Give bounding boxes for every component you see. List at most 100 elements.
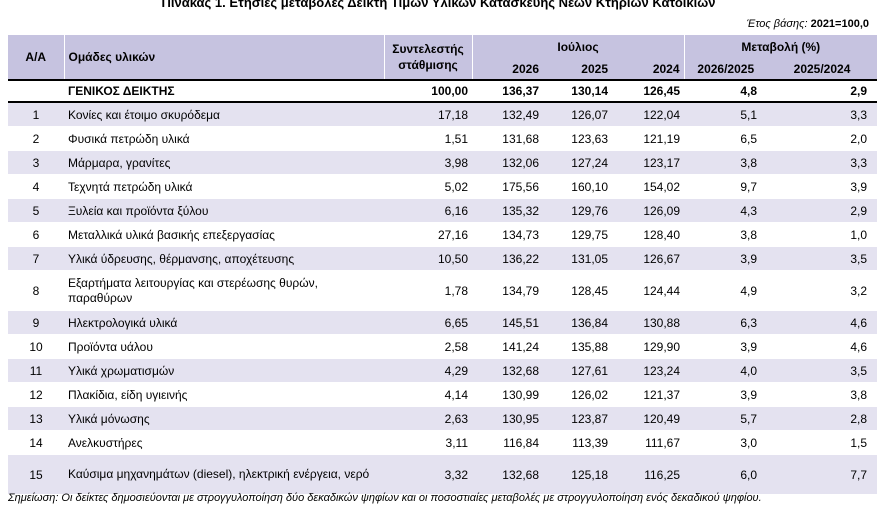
row-value-2026: 132,06 <box>472 150 543 175</box>
row-change-2025-2024: 4,6 <box>767 310 877 335</box>
header-weight-line1: Συντελεστής <box>392 42 464 56</box>
row-value-2024: 130,88 <box>612 310 685 335</box>
base-year-label: Έτος βάσης: <box>746 18 808 30</box>
table-row: 3 Μάρμαρα, γρανίτες 3,98 132,06 127,24 123,17… <box>8 150 877 175</box>
row-weight: 3,11 <box>384 430 472 455</box>
table-row: 10 Προϊόντα υάλου 2,58 141,24 135,88 129,90 3,… <box>8 334 877 359</box>
row-change-2026-2025: 4,3 <box>684 198 768 223</box>
footnote: Σημείωση: Οι δείκτες δημοσιεύονται με στ… <box>8 492 762 504</box>
row-change-2025-2024: 3,2 <box>767 270 877 311</box>
header-year-2025: 2025 <box>543 58 612 80</box>
row-value-2025: 131,05 <box>543 246 612 271</box>
row-change-2026-2025: 3,9 <box>684 246 768 271</box>
row-value-2025: 135,88 <box>543 334 612 359</box>
row-aa: 3 <box>8 150 64 175</box>
table-row: 13 Υλικά μόνωσης 2,63 130,95 123,87 120,49 5,7… <box>8 406 877 431</box>
row-name: Καύσιμα μηχανημάτων (diesel), ηλεκτρική … <box>64 454 384 495</box>
row-value-2026: 132,68 <box>472 358 543 383</box>
row-change-2026-2025: 3,0 <box>684 430 768 455</box>
row-change-2026-2025: 6,5 <box>684 126 768 151</box>
base-year: Έτος βάσης: 2021=100,0 <box>747 18 869 31</box>
row-value-2025: 129,76 <box>543 198 612 223</box>
row-value-2025: 125,18 <box>543 454 612 495</box>
row-weight: 2,58 <box>384 334 472 359</box>
row-value-2025: 123,87 <box>543 406 612 431</box>
row-value-2026: 136,22 <box>472 246 543 271</box>
row-name: Μάρμαρα, γρανίτες <box>64 150 384 175</box>
row-change-2026-2025: 5,1 <box>684 102 768 127</box>
row-name: Φυσικά πετρώδη υλικά <box>64 126 384 151</box>
row-value-2024: 128,40 <box>612 222 685 247</box>
row-change-2025-2024: 2,0 <box>767 126 877 151</box>
row-change-2026-2025: 6,0 <box>684 454 768 495</box>
row-change-2025-2024: 1,5 <box>767 430 877 455</box>
row-aa: 13 <box>8 406 64 431</box>
row-value-2025: 126,02 <box>543 382 612 407</box>
row-value-2026: 132,68 <box>472 454 543 495</box>
row-weight: 6,65 <box>384 310 472 335</box>
row-name: Υλικά μόνωσης <box>64 406 384 431</box>
row-change-2025-2024: 7,7 <box>767 454 877 495</box>
row-name: Μεταλλικά υλικά βασικής επεξεργασίας <box>64 222 384 247</box>
row-change-2025-2024: 4,6 <box>767 334 877 359</box>
row-value-2026: 131,68 <box>472 126 543 151</box>
table-row: 6 Μεταλλικά υλικά βασικής επεξεργασίας 27,… <box>8 222 877 247</box>
row-name: Προϊόντα υάλου <box>64 334 384 359</box>
header-year-2026: 2026 <box>472 58 543 80</box>
row-value-2025: 113,39 <box>543 430 612 455</box>
row-change-2026-2025: 3,8 <box>684 150 768 175</box>
table-title: Πίνακας 1. Ετήσιες μεταβολές Δείκτη Τιμώ… <box>161 0 716 10</box>
row-change-2026-2025: 9,7 <box>684 174 768 199</box>
header-july: Ιούλιος <box>472 35 685 58</box>
row-value-2026: 130,99 <box>472 382 543 407</box>
row-name: Υλικά χρωματισμών <box>64 358 384 383</box>
row-change-2025-2024: 2,9 <box>767 198 877 223</box>
total-aa <box>8 79 64 103</box>
row-name: Εξαρτήματα λειτουργίας και στερέωσης θυρ… <box>64 270 384 311</box>
row-value-2024: 120,49 <box>612 406 685 431</box>
index-table: Α/Α Ομάδες υλικών Συντελεστής στάθμισης … <box>8 35 877 495</box>
row-value-2024: 154,02 <box>612 174 685 199</box>
row-change-2025-2024: 3,5 <box>767 358 877 383</box>
row-value-2025: 160,10 <box>543 174 612 199</box>
row-aa: 11 <box>8 358 64 383</box>
row-change-2026-2025: 6,3 <box>684 310 768 335</box>
row-value-2026: 132,49 <box>472 102 543 127</box>
row-change-2026-2025: 4,0 <box>684 358 768 383</box>
row-value-2025: 127,24 <box>543 150 612 175</box>
row-value-2025: 136,84 <box>543 310 612 335</box>
base-year-value: 2021=100,0 <box>810 18 869 30</box>
header-row-2: 2026 2025 2024 2026/2025 2025/2024 <box>8 58 877 80</box>
row-aa: 8 <box>8 270 64 311</box>
total-2025: 130,14 <box>543 79 612 103</box>
row-value-2026: 116,84 <box>472 430 543 455</box>
table-row: 8 Εξαρτήματα λειτουργίας και στερέωσης θυ… <box>8 270 877 311</box>
row-change-2026-2025: 5,7 <box>684 406 768 431</box>
header-change-2025-2024: 2025/2024 <box>767 58 877 80</box>
row-value-2024: 122,04 <box>612 102 685 127</box>
row-name: Τεχνητά πετρώδη υλικά <box>64 174 384 199</box>
row-name: Υλικά ύδρευσης, θέρμανσης, αποχέτευσης <box>64 246 384 271</box>
row-change-2025-2024: 3,9 <box>767 174 877 199</box>
row-aa: 9 <box>8 310 64 335</box>
row-name: Ξυλεία και προϊόντα ξύλου <box>64 198 384 223</box>
row-value-2026: 175,56 <box>472 174 543 199</box>
row-value-2024: 123,17 <box>612 150 685 175</box>
total-change-1: 4,8 <box>684 79 768 103</box>
row-change-2025-2024: 3,3 <box>767 102 877 127</box>
row-aa: 1 <box>8 102 64 127</box>
row-value-2025: 128,45 <box>543 270 612 311</box>
row-value-2025: 129,75 <box>543 222 612 247</box>
row-value-2026: 141,24 <box>472 334 543 359</box>
table-row: 5 Ξυλεία και προϊόντα ξύλου 6,16 135,32 129,… <box>8 198 877 223</box>
row-weight: 2,63 <box>384 406 472 431</box>
table-row: 2 Φυσικά πετρώδη υλικά 1,51 131,68 123,63 121… <box>8 126 877 151</box>
row-name: Κονίες και έτοιμο σκυρόδεμα <box>64 102 384 127</box>
row-weight: 3,98 <box>384 150 472 175</box>
row-aa: 2 <box>8 126 64 151</box>
header-row-1: Α/Α Ομάδες υλικών Συντελεστής στάθμισης … <box>8 35 877 80</box>
row-value-2026: 130,95 <box>472 406 543 431</box>
table-row: 14 Ανελκυστήρες 3,11 116,84 113,39 111,67 3,0 1… <box>8 430 877 455</box>
row-value-2026: 135,32 <box>472 198 543 223</box>
row-value-2024: 126,09 <box>612 198 685 223</box>
